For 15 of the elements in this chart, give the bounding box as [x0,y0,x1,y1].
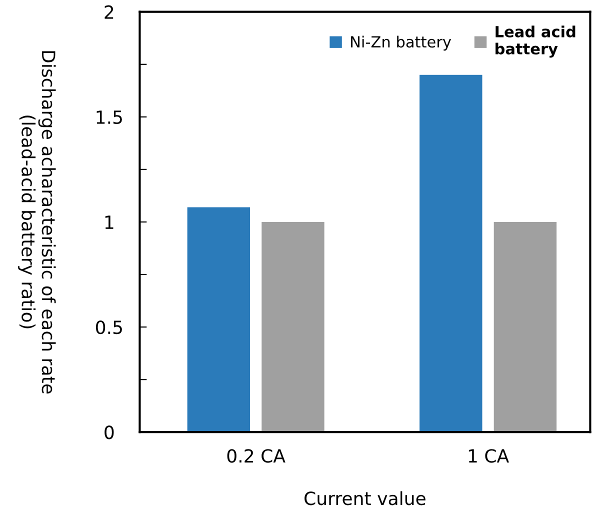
bar [262,222,324,432]
bar [420,74,482,432]
y-tick-label: 1.5 [96,110,122,124]
legend-label: Lead acid battery [496,26,576,58]
y-tick-label: 0 [104,426,114,440]
x-tick-label: 1 CA [468,449,509,463]
y-tick-label: 0.5 [96,320,122,334]
bar [187,207,250,432]
x-tick-label: 0.2 CA [227,449,286,463]
y-axis-title: Discharge acharacteristic of each rate (lead-acid battery ratio) [18,51,56,394]
legend-label: Ni-Zn battery [351,36,452,51]
bar [494,222,557,432]
x-axis-title: Current value [304,491,426,506]
y-tick-label: 2 [104,5,114,19]
y-tick-label: 1 [105,216,114,229]
